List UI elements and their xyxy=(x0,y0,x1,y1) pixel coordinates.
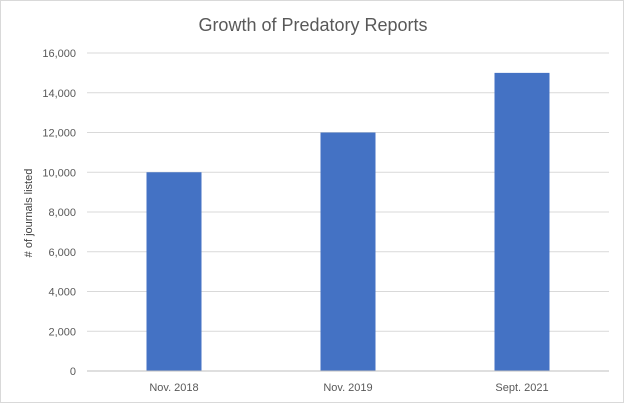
bar xyxy=(320,132,376,371)
x-tick-label: Nov. 2018 xyxy=(149,382,198,394)
bar xyxy=(146,172,202,371)
x-tick-label: Sept. 2021 xyxy=(495,382,548,394)
y-tick-label: 4,000 xyxy=(48,287,76,299)
chart-title: Growth of Predatory Reports xyxy=(198,15,427,35)
x-axis-ticks: Nov. 2018 Nov. 2019 Sept. 2021 xyxy=(149,382,548,394)
y-tick-label: 8,000 xyxy=(48,207,76,219)
y-tick-label: 16,000 xyxy=(42,48,76,60)
y-tick-label: 6,000 xyxy=(48,247,76,259)
y-tick-label: 0 xyxy=(70,366,76,378)
x-tick-label: Nov. 2019 xyxy=(323,382,372,394)
y-tick-label: 14,000 xyxy=(42,88,76,100)
y-tick-label: 12,000 xyxy=(42,128,76,140)
bars xyxy=(146,72,550,371)
y-tick-label: 10,000 xyxy=(42,167,76,179)
y-tick-label: 2,000 xyxy=(48,326,76,338)
y-axis-title: # of journals listed xyxy=(23,169,35,258)
bar xyxy=(494,72,550,371)
y-axis-ticks: 0 2,000 4,000 6,000 8,000 10,000 12,000 14,000 1… xyxy=(42,48,76,378)
